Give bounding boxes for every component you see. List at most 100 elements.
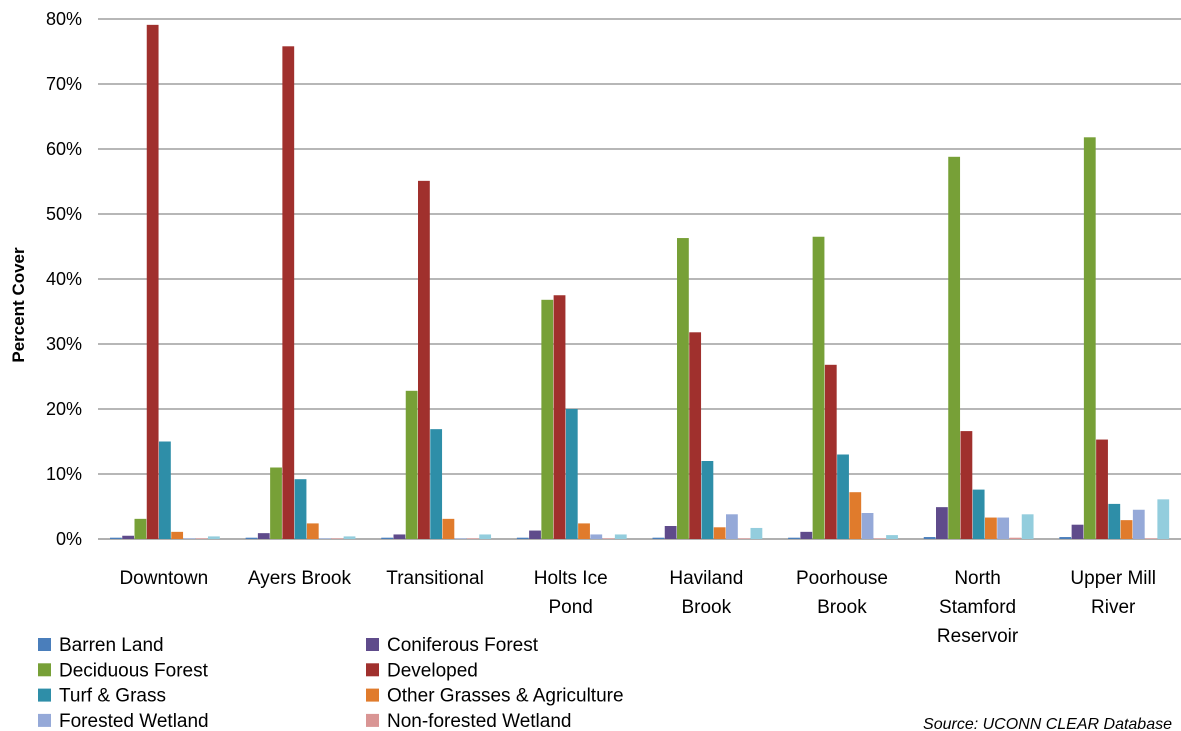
legend-label: Coniferous Forest [387, 635, 539, 656]
bar-deciduous-forest [677, 238, 689, 540]
legend-swatch [38, 638, 51, 651]
x-category-label: Holts Ice [534, 568, 608, 589]
bar-non-forested-wetland [873, 538, 886, 539]
gridlines [98, 18, 1181, 540]
bar-non-forested-wetland [467, 538, 479, 539]
bar-coniferous-forest [257, 533, 270, 539]
bar-deciduous-forest [812, 236, 825, 539]
bar-developed [146, 24, 159, 540]
legend-swatch [38, 663, 51, 677]
x-category-label: Upper Mill [1070, 568, 1156, 589]
bar-developed [689, 332, 702, 539]
bar-other-grasses-agriculture [849, 492, 862, 539]
y-tick-label: 80% [46, 9, 82, 29]
bar-developed [553, 295, 566, 539]
legend-swatch [366, 638, 379, 651]
bar-coniferous-forest [393, 534, 406, 539]
legend-label: Other Grasses & Agriculture [387, 686, 624, 707]
bar-barren-land [788, 537, 800, 539]
bar-turf-grass [701, 461, 714, 539]
bar-forested-wetland [454, 538, 467, 539]
bar-forested-wetland [319, 538, 331, 539]
bar-barren-land [381, 537, 394, 539]
legend-label: Non-forested Wetland [387, 711, 571, 731]
bar-open-water [343, 536, 356, 539]
bar-barren-land [516, 537, 529, 539]
bar-developed [824, 364, 837, 539]
bar-turf-grass [837, 454, 849, 539]
bar-forested-wetland [726, 514, 738, 539]
source-note: Source: UCONN CLEAR Database [923, 716, 1172, 731]
x-category-label: Brook [817, 597, 867, 618]
y-tick-label: 20% [46, 399, 82, 419]
y-tick-label: 10% [46, 464, 82, 484]
bar-developed [282, 46, 295, 540]
bar-forested-wetland [997, 517, 1010, 539]
x-category-label: Downtown [119, 568, 208, 589]
bar-deciduous-forest [405, 390, 418, 539]
legend-label: Turf & Grass [59, 686, 166, 707]
bar-turf-grass [430, 429, 443, 539]
bars [110, 24, 1170, 540]
bar-non-forested-wetland [1009, 537, 1022, 539]
bar-non-forested-wetland [1145, 538, 1157, 539]
bar-forested-wetland [183, 538, 196, 539]
bar-turf-grass [294, 479, 307, 539]
bar-deciduous-forest [948, 156, 961, 540]
y-axis-label: Percent Cover [9, 247, 28, 363]
bar-forested-wetland [590, 534, 603, 539]
bar-non-forested-wetland [331, 538, 344, 539]
bar-coniferous-forest [122, 535, 135, 539]
bar-non-forested-wetland [195, 538, 208, 539]
bar-turf-grass [565, 409, 578, 539]
x-axis-categories: Downtown Ayers Brook Transitional Holts Ice… [119, 568, 1156, 647]
bar-open-water [1157, 499, 1170, 539]
bar-turf-grass [972, 489, 985, 539]
y-axis-ticks: 0% 10% 20% 30% 40% 50% 60% 70% 80% [46, 9, 82, 549]
bar-coniferous-forest [529, 530, 541, 539]
x-category-label: Poorhouse [796, 568, 888, 589]
bar-coniferous-forest [936, 507, 948, 539]
bar-barren-land [923, 537, 936, 539]
bar-open-water [886, 535, 898, 539]
bar-coniferous-forest [1071, 524, 1084, 539]
legend: Barren Land Coniferous Forest Deciduous Fo… [38, 635, 624, 731]
bar-non-forested-wetland [738, 538, 751, 539]
legend-swatch [38, 688, 51, 702]
x-category-label: Haviland [669, 568, 743, 589]
x-category-label: Reservoir [937, 626, 1019, 647]
bar-barren-land [110, 537, 122, 539]
bar-other-grasses-agriculture [171, 531, 184, 539]
y-tick-label: 0% [56, 529, 82, 549]
x-category-label: Ayers Brook [248, 568, 352, 589]
bar-forested-wetland [1132, 509, 1145, 539]
legend-swatch [366, 688, 379, 702]
bar-open-water [614, 534, 627, 539]
legend-swatch [366, 713, 379, 727]
x-category-label: North [954, 568, 1000, 589]
bar-turf-grass [1108, 503, 1121, 539]
bar-other-grasses-agriculture [306, 523, 319, 539]
legend-label: Barren Land [59, 635, 164, 656]
y-tick-label: 70% [46, 74, 82, 94]
bar-other-grasses-agriculture [1120, 520, 1133, 539]
bar-open-water [479, 534, 492, 539]
y-tick-label: 50% [46, 204, 82, 224]
bar-developed [418, 180, 430, 539]
y-tick-label: 40% [46, 269, 82, 289]
bar-forested-wetland [861, 513, 874, 539]
bar-other-grasses-agriculture [578, 523, 590, 539]
bar-turf-grass [159, 441, 171, 539]
bar-barren-land [1059, 537, 1072, 539]
bar-open-water [1021, 514, 1034, 539]
bar-deciduous-forest [541, 299, 554, 539]
legend-label: Forested Wetland [59, 711, 209, 731]
x-category-label: Pond [549, 597, 593, 618]
legend-label: Deciduous Forest [59, 660, 209, 681]
bar-developed [1096, 439, 1108, 539]
bar-developed [960, 431, 973, 539]
bar-deciduous-forest [270, 467, 282, 539]
x-category-label: Brook [681, 597, 731, 618]
bar-open-water [208, 536, 220, 539]
